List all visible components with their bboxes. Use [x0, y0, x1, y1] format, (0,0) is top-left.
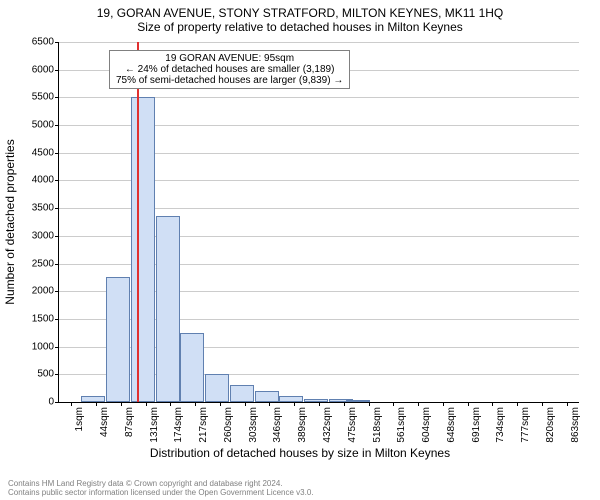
- histogram-bar: [279, 396, 303, 402]
- ytick-label: 5500: [14, 92, 54, 103]
- ytick-label: 3000: [14, 230, 54, 241]
- x-axis-label: Distribution of detached houses by size …: [0, 446, 600, 460]
- histogram-bar: [131, 97, 155, 402]
- histogram-bar: [304, 399, 328, 402]
- ytick-label: 1500: [14, 313, 54, 324]
- footnote-line2: Contains public sector information licen…: [8, 488, 314, 498]
- histogram-bar: [180, 333, 204, 402]
- xtick-label: 87sqm: [124, 407, 135, 437]
- xtick-label: 432sqm: [322, 407, 333, 443]
- annotation-line3: 75% of semi-detached houses are larger (…: [116, 75, 343, 86]
- histogram-bar: [230, 385, 254, 402]
- plot-area: 0500100015002000250030003500400045005000…: [58, 42, 578, 402]
- ytick-label: 3500: [14, 203, 54, 214]
- ytick-label: 1000: [14, 341, 54, 352]
- xtick-label: 648sqm: [446, 407, 457, 443]
- annotation-line1: 19 GORAN AVENUE: 95sqm: [116, 53, 343, 64]
- xtick-label: 475sqm: [347, 407, 358, 443]
- xtick-label: 303sqm: [248, 407, 259, 443]
- chart-suptitle: 19, GORAN AVENUE, STONY STRATFORD, MILTO…: [0, 0, 600, 20]
- histogram-bar: [106, 277, 130, 402]
- xtick-label: 518sqm: [372, 407, 383, 443]
- ytick-label: 4500: [14, 147, 54, 158]
- ytick-label: 0: [14, 397, 54, 408]
- ytick-label: 4000: [14, 175, 54, 186]
- histogram-bar: [255, 391, 279, 402]
- ytick-label: 5000: [14, 120, 54, 131]
- xtick-label: 777sqm: [520, 407, 531, 443]
- annotation-line2: ← 24% of detached houses are smaller (3,…: [116, 64, 343, 75]
- ytick-label: 2000: [14, 286, 54, 297]
- footnote: Contains HM Land Registry data © Crown c…: [8, 479, 314, 498]
- xtick-label: 131sqm: [149, 407, 160, 443]
- footnote-line1: Contains HM Land Registry data © Crown c…: [8, 479, 314, 489]
- axes: 0500100015002000250030003500400045005000…: [58, 42, 579, 403]
- histogram-bar: [205, 374, 229, 402]
- xtick-label: 820sqm: [545, 407, 556, 443]
- annotation-box: 19 GORAN AVENUE: 95sqm← 24% of detached …: [109, 50, 350, 89]
- xtick-label: 260sqm: [223, 407, 234, 443]
- xtick-label: 389sqm: [297, 407, 308, 443]
- xtick-label: 1sqm: [74, 407, 85, 431]
- ytick-label: 2500: [14, 258, 54, 269]
- ytick-label: 500: [14, 369, 54, 380]
- xtick-label: 346sqm: [272, 407, 283, 443]
- ytick-label: 6000: [14, 64, 54, 75]
- property-marker-line: [137, 42, 139, 402]
- histogram-bar: [156, 216, 180, 402]
- xtick-label: 691sqm: [471, 407, 482, 443]
- histogram-bar: [81, 396, 105, 402]
- xtick-label: 863sqm: [570, 407, 581, 443]
- xtick-label: 561sqm: [396, 407, 407, 443]
- ytick-label: 6500: [14, 37, 54, 48]
- y-axis-label: Number of detached properties: [3, 139, 17, 304]
- chart-container: { "suptitle": "19, GORAN AVENUE, STONY S…: [0, 0, 600, 500]
- histogram-bar: [346, 400, 370, 402]
- xtick-label: 217sqm: [198, 407, 209, 443]
- chart-title: Size of property relative to detached ho…: [0, 20, 600, 34]
- xtick-label: 174sqm: [173, 407, 184, 443]
- xtick-label: 44sqm: [99, 407, 110, 437]
- xtick-label: 604sqm: [421, 407, 432, 443]
- xtick-label: 734sqm: [495, 407, 506, 443]
